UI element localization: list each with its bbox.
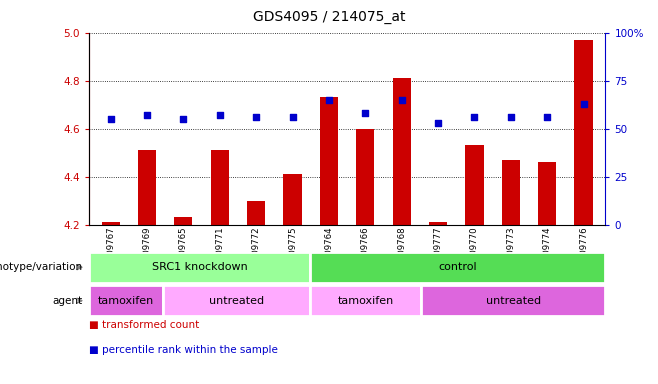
Text: genotype/variation: genotype/variation	[0, 262, 82, 272]
Point	[178, 116, 189, 122]
Point	[324, 97, 334, 103]
Bar	[247, 201, 265, 225]
Point	[251, 114, 261, 120]
Bar	[163, 285, 310, 316]
Bar	[320, 98, 338, 225]
Bar	[310, 252, 605, 283]
Bar	[101, 222, 120, 225]
Point	[360, 110, 370, 116]
Text: tamoxifen: tamoxifen	[97, 296, 154, 306]
Point	[396, 97, 407, 103]
Point	[542, 114, 553, 120]
Bar	[174, 217, 193, 225]
Bar	[356, 129, 374, 225]
Point	[578, 101, 589, 107]
Bar	[89, 285, 163, 316]
Bar	[538, 162, 556, 225]
Text: tamoxifen: tamoxifen	[338, 296, 393, 306]
Bar	[429, 222, 447, 225]
Point	[105, 116, 116, 122]
Bar	[138, 150, 156, 225]
Point	[469, 114, 480, 120]
Bar	[310, 285, 421, 316]
Bar	[465, 146, 484, 225]
Point	[288, 114, 298, 120]
Text: control: control	[438, 262, 477, 272]
Bar	[574, 40, 593, 225]
Point	[433, 120, 443, 126]
Point	[505, 114, 516, 120]
Text: untreated: untreated	[209, 296, 264, 306]
Text: agent: agent	[52, 296, 82, 306]
Bar	[284, 174, 301, 225]
Text: SRC1 knockdown: SRC1 knockdown	[151, 262, 247, 272]
Bar	[421, 285, 605, 316]
Bar	[211, 150, 229, 225]
Bar	[393, 78, 411, 225]
Text: ■ transformed count: ■ transformed count	[89, 320, 199, 330]
Bar	[89, 252, 310, 283]
Point	[215, 112, 225, 118]
Text: GDS4095 / 214075_at: GDS4095 / 214075_at	[253, 10, 405, 23]
Point	[141, 112, 152, 118]
Text: ■ percentile rank within the sample: ■ percentile rank within the sample	[89, 345, 278, 355]
Text: untreated: untreated	[486, 296, 541, 306]
Bar	[501, 160, 520, 225]
